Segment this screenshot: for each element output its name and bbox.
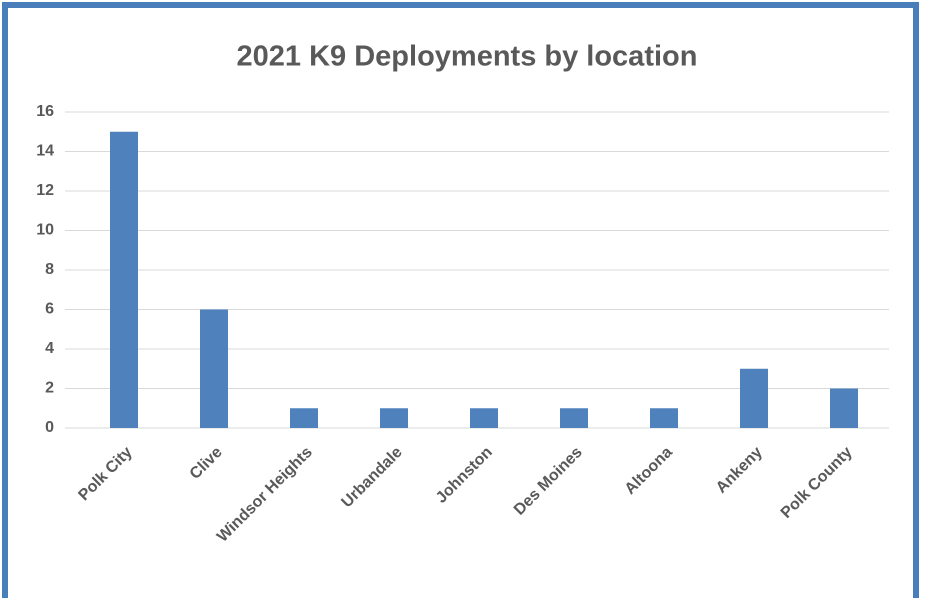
bar [290,408,318,428]
y-tick-label: 16 [36,103,54,120]
bar [740,368,768,428]
y-tick-label: 6 [45,301,54,318]
bar [200,309,228,428]
y-tick-label: 12 [36,182,54,199]
bar [110,131,138,428]
bar [380,408,408,428]
y-tick-label: 2 [45,380,54,397]
bar [560,408,588,428]
y-tick-label: 4 [45,340,54,357]
bar [650,408,678,428]
chart-title: 2021 K9 Deployments by location [237,41,698,73]
y-tick-label: 8 [45,261,54,278]
y-tick-label: 10 [36,222,54,239]
y-tick-label: 14 [36,143,54,160]
bar [470,408,498,428]
y-tick-label: 0 [45,419,54,436]
bar [830,388,858,428]
